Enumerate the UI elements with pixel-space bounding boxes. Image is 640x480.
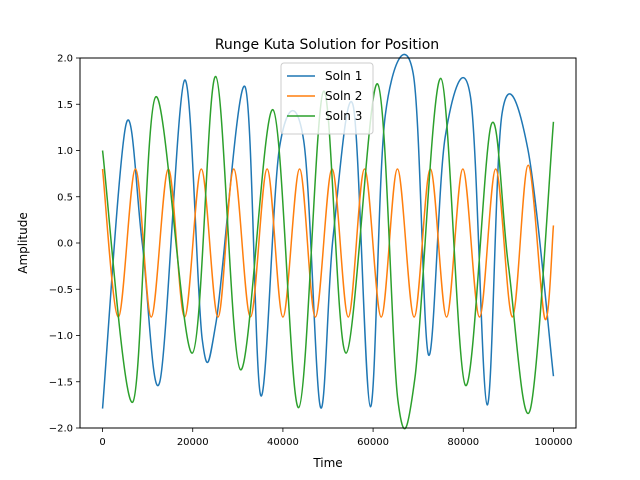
series-line-3 xyxy=(101,75,555,430)
legend: Soln 1 Soln 2 Soln 3 xyxy=(280,62,374,135)
x-tick-label: 80000 xyxy=(447,437,479,448)
chart-title: Runge Kuta Solution for Position xyxy=(215,37,439,53)
y-tick-label: −2.0 xyxy=(49,424,73,435)
y-tick-label: 1.5 xyxy=(57,100,73,111)
y-tick-label: −1.5 xyxy=(49,377,73,388)
series-line-1 xyxy=(101,53,555,409)
x-tick-label: 100000 xyxy=(534,437,572,448)
y-axis-label: Amplitude xyxy=(16,212,30,274)
y-axis: −2.0 −1.5 −1.0 −0.5 0.0 0.5 1.0 1.5 2.0 xyxy=(49,54,80,435)
y-tick-label: 2.0 xyxy=(57,54,73,65)
y-tick-label: −1.0 xyxy=(49,331,73,342)
y-tick-label: 0.0 xyxy=(57,239,73,250)
legend-label: Soln 3 xyxy=(325,109,362,123)
x-tick-label: 40000 xyxy=(267,437,299,448)
x-tick-label: 20000 xyxy=(177,437,209,448)
y-tick-label: 0.5 xyxy=(57,192,73,203)
x-axis: 0 20000 40000 60000 80000 100000 xyxy=(99,428,573,448)
legend-label: Soln 1 xyxy=(325,69,362,83)
x-tick-label: 60000 xyxy=(357,437,389,448)
x-axis-label: Time xyxy=(312,456,342,470)
y-tick-label: −0.5 xyxy=(49,285,73,296)
legend-label: Soln 2 xyxy=(325,89,362,103)
plot-area xyxy=(101,53,555,430)
y-tick-label: 1.0 xyxy=(57,146,73,157)
x-tick-label: 0 xyxy=(99,437,105,448)
